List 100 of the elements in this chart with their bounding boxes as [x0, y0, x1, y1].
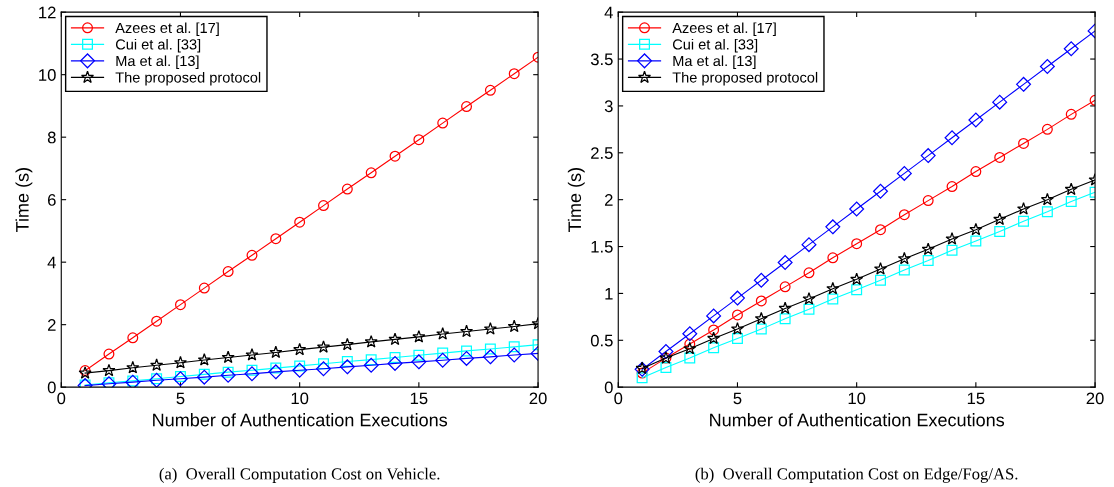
y-tick-label: 1 [605, 287, 613, 300]
x-tick-label: 0 [57, 392, 66, 405]
point [270, 233, 282, 245]
point [826, 281, 840, 295]
point [993, 212, 1007, 226]
point [222, 366, 234, 378]
point [708, 324, 720, 336]
point [268, 364, 284, 380]
point [684, 352, 696, 364]
x-axis-title: Number of Authentication Executions [710, 413, 1005, 427]
point [1041, 206, 1053, 218]
point [413, 134, 425, 146]
point [482, 349, 498, 365]
point [706, 308, 722, 324]
point [708, 342, 720, 354]
y-tick-label: 10 [39, 69, 56, 81]
x-tick-label: 15 [967, 392, 985, 405]
point [970, 235, 982, 247]
y-tick-label: 8 [47, 131, 56, 144]
point [1040, 192, 1054, 206]
legend-label: Ma et al. [13] [116, 55, 199, 69]
x-tick-label: 5 [176, 392, 185, 405]
point [778, 301, 792, 315]
point [1018, 215, 1030, 227]
point [968, 112, 984, 128]
point [103, 348, 115, 360]
y-tick-label: 2 [604, 194, 613, 206]
point [316, 361, 332, 377]
point [707, 331, 721, 345]
point [850, 272, 864, 286]
point [244, 366, 260, 382]
point [730, 322, 745, 335]
legend-label: The proposed protocol [115, 71, 261, 86]
point [341, 183, 353, 195]
point [946, 244, 958, 256]
y-tick-label: 0 [604, 381, 613, 394]
point [873, 183, 889, 199]
point [802, 292, 816, 305]
point [172, 371, 188, 387]
point [779, 281, 791, 293]
x-tick-label: 5 [733, 392, 742, 405]
point [246, 364, 258, 376]
point [151, 315, 163, 327]
point [779, 313, 791, 325]
point [221, 350, 235, 364]
point [920, 148, 936, 164]
point [413, 349, 425, 361]
legend-label: Azees et al. [17] [115, 22, 219, 36]
point [174, 299, 186, 311]
point [508, 68, 520, 80]
point [1041, 123, 1053, 135]
point [198, 368, 210, 380]
point [412, 329, 426, 343]
point [363, 357, 379, 373]
point [340, 337, 354, 351]
point [873, 262, 888, 275]
point [921, 242, 935, 256]
point [411, 354, 427, 370]
point [636, 367, 648, 379]
y-axis-title: Time (s) [567, 168, 585, 233]
point [660, 361, 672, 373]
y-tick-label: 4 [47, 256, 56, 269]
point [875, 224, 886, 236]
point [364, 334, 378, 348]
point [246, 249, 258, 261]
point [682, 326, 698, 342]
legend-label: Cui et al. [33] [115, 38, 201, 53]
point [777, 254, 793, 270]
point [437, 117, 449, 129]
point [198, 282, 210, 294]
point [435, 352, 451, 368]
point [922, 255, 934, 267]
point [506, 347, 522, 363]
point [365, 167, 377, 179]
point [388, 332, 402, 346]
text: (b) Overall Computation Cost on Edge/Fog/AS. [695, 467, 1018, 483]
y-axis-title: Time (s) [15, 168, 33, 233]
point [197, 353, 211, 366]
x-tick-label: 0 [614, 392, 623, 405]
point [459, 350, 475, 366]
point [1065, 108, 1077, 120]
point [944, 130, 960, 146]
point [992, 94, 1008, 110]
point [1018, 137, 1030, 149]
point [683, 341, 697, 355]
x-axis-title: Number of Authentication Executions [153, 413, 448, 427]
point [658, 344, 674, 360]
point [437, 347, 449, 359]
point [684, 338, 696, 350]
point [173, 355, 188, 369]
point [1016, 76, 1032, 92]
legend-label: Azees et al. [17] [672, 22, 776, 36]
y-tick-label: 12 [39, 6, 56, 19]
point [150, 358, 164, 371]
point [270, 362, 282, 374]
point [729, 290, 745, 306]
point [946, 181, 958, 193]
x-tick-label: 10 [848, 392, 866, 405]
point [994, 151, 1006, 163]
y-tick-label: 2 [47, 319, 56, 331]
